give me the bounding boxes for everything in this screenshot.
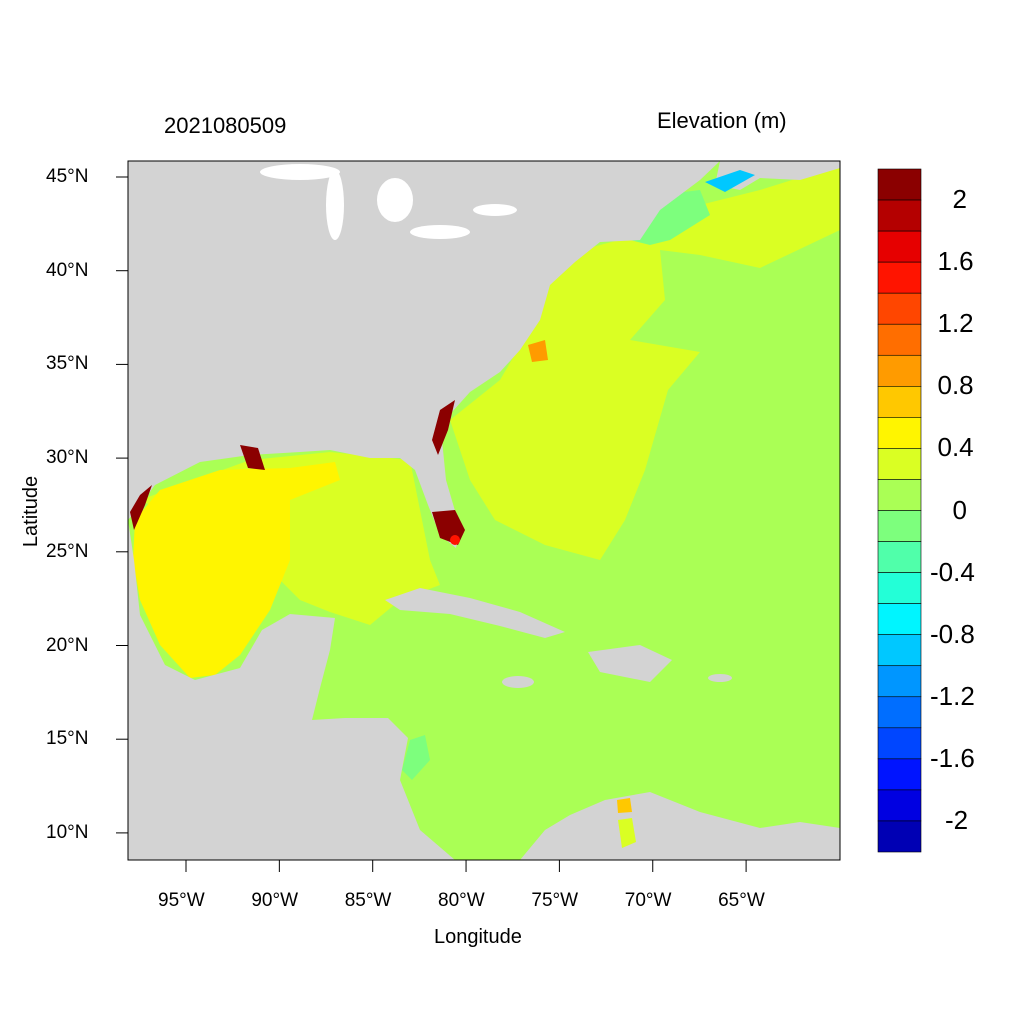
colorbar-box xyxy=(877,323,922,356)
colorbar-label: -0.4 xyxy=(930,556,975,587)
colorbar-box xyxy=(877,789,922,822)
colorbar-box xyxy=(877,448,922,480)
colorbar-box xyxy=(877,479,922,511)
x-axis-label: Longitude xyxy=(434,926,522,948)
mexico-central-america-land xyxy=(128,520,455,860)
colorbar-box xyxy=(877,758,922,791)
lon-tick-label: 80°W xyxy=(438,890,485,911)
lat-tick-label: 15°N xyxy=(46,728,89,750)
colorbar-label: 1.2 xyxy=(937,308,974,339)
colorbar-box xyxy=(877,168,922,201)
lat-tick-label: 10°N xyxy=(46,821,89,843)
maracaibo-region xyxy=(618,818,636,848)
lat-tick-label: 30°N xyxy=(46,447,89,469)
colorbar-label: 0.4 xyxy=(937,432,974,463)
lon-tick-label: 75°W xyxy=(531,890,579,911)
caribbean-low-region xyxy=(402,735,430,780)
texas-high-region xyxy=(130,485,152,530)
variable-title: Elevation (m) xyxy=(657,108,787,133)
colorbar-label: 2 xyxy=(952,184,967,215)
cuba-land xyxy=(385,588,565,638)
axis-ticks xyxy=(116,176,747,872)
colorbar-box xyxy=(877,727,922,760)
colorbar-box xyxy=(877,541,922,573)
colorbar-box xyxy=(877,603,922,635)
colorbar xyxy=(877,168,922,853)
colorbar-box xyxy=(877,386,922,418)
florida-tip-high xyxy=(450,535,460,545)
map-field xyxy=(128,161,840,860)
puerto-rico-land xyxy=(708,674,732,682)
lat-tick-label: 35°N xyxy=(46,353,89,375)
lake-superior xyxy=(260,164,340,180)
gulf-of-maine-low-region xyxy=(705,170,755,192)
jamaica-land xyxy=(502,676,534,688)
colorbar-box xyxy=(877,261,922,294)
lon-tick-label: 85°W xyxy=(344,890,392,911)
colorbar-label: 0 xyxy=(952,494,967,525)
lat-tick-label: 25°N xyxy=(46,540,89,562)
gulf-high-region xyxy=(133,462,340,678)
colorbar-label: 1.6 xyxy=(937,246,974,277)
colorbar-label: -0.8 xyxy=(930,618,975,649)
south-america-land xyxy=(520,792,840,860)
lat-tick-label: 45°N xyxy=(46,166,89,187)
lake-erie xyxy=(410,225,470,239)
colorbar-label: 0.8 xyxy=(937,370,974,401)
colorbar-box xyxy=(877,417,922,449)
colorbar-box xyxy=(877,510,922,542)
colorbar-box xyxy=(877,292,922,325)
colorbar-box xyxy=(877,634,922,667)
colorbar-label: -1.2 xyxy=(930,680,975,711)
lake-ontario xyxy=(473,204,517,216)
maritimes-land xyxy=(715,161,840,190)
plot-frame xyxy=(127,160,841,861)
north-america-land xyxy=(128,161,720,548)
plot-date-title: 2021080509 xyxy=(164,113,287,138)
lon-tick-label: 95°W xyxy=(158,890,205,911)
colorbar-box xyxy=(877,572,922,604)
colorbar-label: -2 xyxy=(945,804,969,835)
colorbar-box xyxy=(877,199,922,232)
colorbar-box xyxy=(877,820,922,853)
lon-tick-label: 65°W xyxy=(718,890,765,911)
lake-michigan xyxy=(326,170,344,240)
colorbar-box xyxy=(877,696,922,729)
east-coast-high-region xyxy=(432,400,455,455)
colorbar-label: -1.6 xyxy=(930,742,975,773)
lon-tick-label: 70°W xyxy=(624,890,672,911)
outer-banks-high-region xyxy=(528,340,548,362)
lon-tick-label: 90°W xyxy=(251,890,299,911)
venezuela-high-region xyxy=(617,798,632,813)
lat-tick-label: 40°N xyxy=(46,259,89,281)
colorbar-box xyxy=(877,665,922,698)
lake-huron xyxy=(377,178,413,222)
hispaniola-land xyxy=(588,645,672,682)
colorbar-box xyxy=(877,230,922,263)
lat-tick-label: 20°N xyxy=(46,634,89,656)
louisiana-high-region xyxy=(240,445,265,470)
colorbar-box xyxy=(877,354,922,387)
